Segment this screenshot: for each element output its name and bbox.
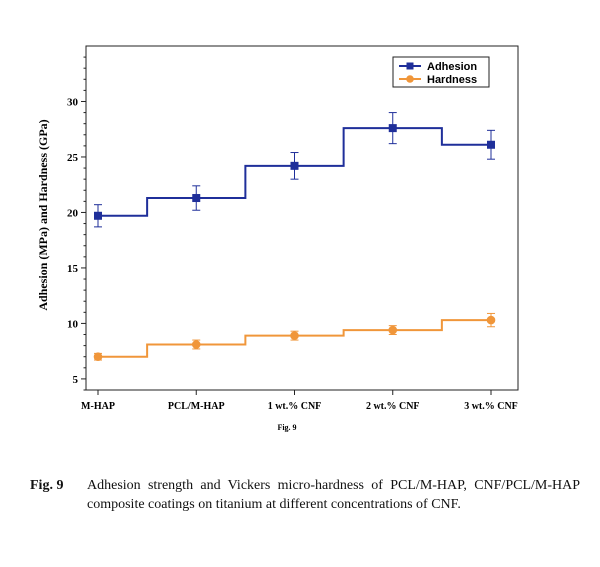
data-point <box>191 340 201 349</box>
series-adhesion <box>94 112 495 228</box>
data-point <box>290 331 299 340</box>
figure-label: Fig. 9 <box>277 423 296 432</box>
data-point <box>388 325 398 335</box>
y-tick-label: 5 <box>73 374 79 386</box>
x-tick-label: M-HAP <box>81 401 115 412</box>
y-tick-label: 30 <box>67 96 79 108</box>
caption-text: Adhesion strength and Vickers micro-hard… <box>87 478 580 512</box>
caption-label: Fig. 9 <box>30 478 64 493</box>
legend-marker <box>406 62 414 70</box>
y-tick-label: 10 <box>67 318 79 330</box>
y-tick-label: 25 <box>67 152 79 164</box>
x-tick-label: 1 wt.% CNF <box>268 401 322 412</box>
data-point <box>94 211 102 220</box>
data-point <box>486 315 496 325</box>
data-point <box>290 161 299 170</box>
data-point <box>388 124 397 133</box>
y-tick-label: 15 <box>67 263 79 275</box>
y-axis: 5 10 15 20 25 30 <box>67 56 86 391</box>
plot-frame <box>85 45 519 391</box>
y-tick-label: 20 <box>67 207 79 219</box>
x-tick-label: PCL/M-HAP <box>168 401 225 412</box>
legend-label: Adhesion <box>427 61 477 73</box>
x-tick-label: 2 wt.% CNF <box>366 401 420 412</box>
figure-caption: Fig. 9 Adhesion strength and Vickers mic… <box>30 476 580 514</box>
y-axis-title: Adhesion (MPa) and Hardness (GPa) <box>36 119 50 310</box>
x-tick-label: 3 wt.% CNF <box>464 401 518 412</box>
series-layer <box>93 112 496 362</box>
legend-marker <box>406 75 414 83</box>
data-point <box>487 140 495 149</box>
data-point <box>93 352 103 362</box>
series-hardness <box>93 312 496 362</box>
data-point <box>192 194 201 203</box>
x-axis: M-HAP PCL/M-HAP 1 wt.% CNF 2 wt.% CNF 3 wt.%… <box>81 390 518 412</box>
legend-label: Hardness <box>427 74 477 86</box>
chart: 5 10 15 20 25 30 M-HAP PCL/M-HAP 1 wt.% CNF 2 wt… <box>36 45 519 432</box>
